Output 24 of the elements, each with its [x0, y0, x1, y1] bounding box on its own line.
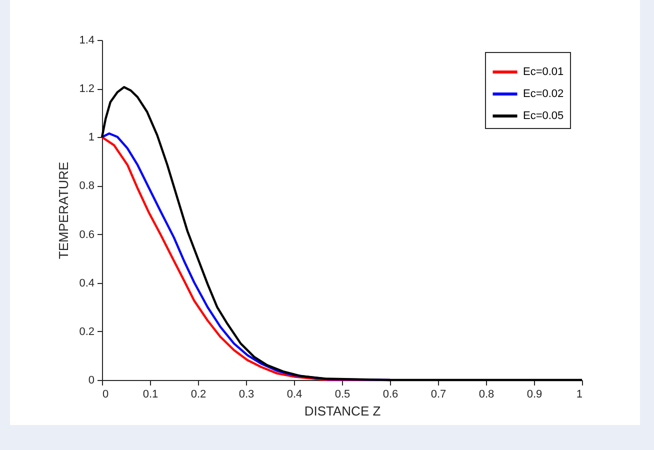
x-tick-label: 0.8: [478, 388, 494, 400]
x-tick-label: 0.1: [142, 388, 158, 400]
x-tick-label: 0.2: [190, 388, 206, 400]
y-tick-label: 1.4: [79, 34, 94, 46]
y-tick-label: 0: [88, 374, 94, 386]
legend-label: Ec=0.02: [523, 88, 564, 100]
legend-label: Ec=0.05: [523, 110, 564, 122]
y-tick-label: 0.4: [79, 277, 94, 290]
x-tick-label: 0.4: [286, 388, 302, 400]
x-axis-title: DISTANCE Z: [304, 404, 381, 418]
x-tick-label: 0.6: [382, 388, 398, 400]
x-tick-label: 0.3: [238, 388, 254, 400]
y-tick-label: 0.8: [79, 180, 94, 192]
x-tick-label: 0: [102, 388, 109, 400]
legend-label: Ec=0.01: [523, 66, 564, 78]
y-tick-label: 1: [88, 132, 94, 144]
y-tick-label: 0.6: [79, 228, 94, 241]
y-tick-label: 1.2: [79, 83, 94, 96]
x-tick-label: 0.9: [526, 388, 542, 400]
y-tick-label: 0.2: [79, 326, 94, 338]
x-tick-label: 0.5: [334, 388, 350, 400]
x-tick-label: 0.7: [430, 388, 446, 400]
y-axis-title: TEMPERATURE: [56, 162, 72, 260]
x-tick-label: 1: [576, 388, 582, 400]
